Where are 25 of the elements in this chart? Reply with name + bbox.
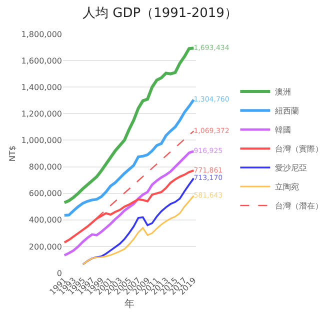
line-series [63,150,195,257]
line-series [82,177,195,266]
legend-label: 台灣（實際） [275,144,320,154]
y-tick-label: 800,000 [28,162,62,172]
legend-label: 台灣（潛在） [275,202,320,211]
y-tick-label: 400,000 [28,216,62,225]
line-series [63,98,196,217]
y-tick-label: 600,000 [28,189,62,198]
y-tick-label: 0 [56,268,62,278]
line-series [63,46,196,204]
legend-label: 立陶宛 [275,182,300,192]
y-tick-label: 1,800,000 [21,30,62,39]
y-tick-label: 1,600,000 [21,56,62,66]
y-tick-label: 1,000,000 [21,136,62,146]
chart-title: 人均 GDP（1991-2019） [82,6,238,22]
x-axis-title: 年 [124,298,134,310]
y-tick-label: 200,000 [28,242,62,252]
line-series [82,195,194,266]
legend-label: 愛沙尼亞 [275,164,308,173]
y-tick-label: 1,200,000 [21,109,62,118]
y-tick-label: 1,400,000 [21,82,62,92]
legend-label: 紐西蘭 [274,106,300,116]
y-axis-title: NT$ [8,146,17,162]
legend-label: 澳洲 [275,88,292,97]
legend-label: 韓國 [275,126,292,135]
